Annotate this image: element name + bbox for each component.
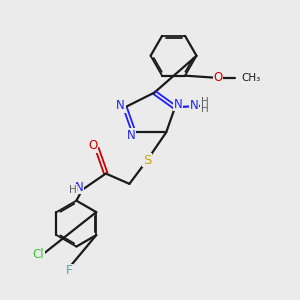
Text: O: O [88,139,97,152]
Text: N: N [116,99,125,112]
Text: S: S [143,154,151,167]
Text: Cl: Cl [32,248,44,261]
Text: H: H [69,185,76,195]
Text: H: H [201,97,208,107]
Text: CH₃: CH₃ [241,73,260,83]
Text: N: N [75,181,84,194]
Text: O: O [213,71,222,84]
Text: N: N [190,99,199,112]
Text: N: N [174,98,182,111]
Text: F: F [66,264,72,277]
Text: N: N [127,129,135,142]
Text: H: H [201,104,208,114]
